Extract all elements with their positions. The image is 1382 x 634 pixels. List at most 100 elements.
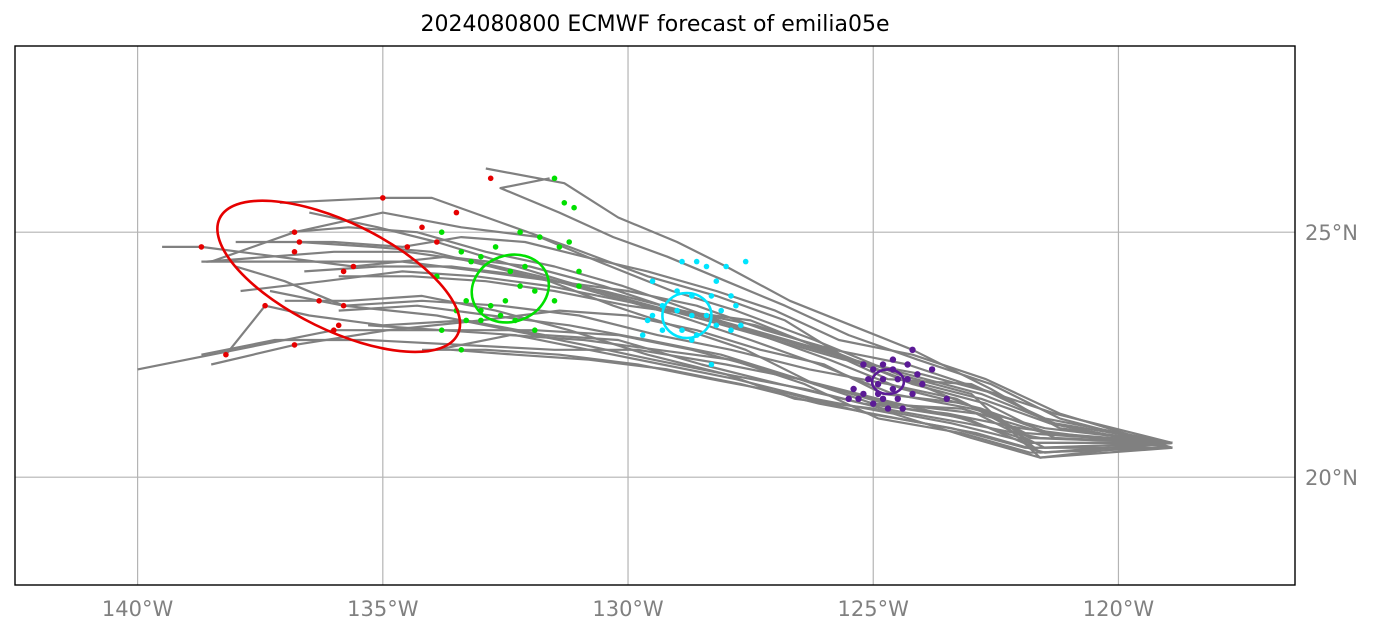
cyan-forecast-point <box>689 312 695 319</box>
cyan-forecast-point <box>703 263 710 270</box>
green-forecast-point <box>463 317 470 324</box>
purple-forecast-point <box>899 405 906 412</box>
cyan-forecast-point <box>649 278 656 285</box>
forecast-track <box>368 324 1173 459</box>
forecast-track <box>206 250 1173 444</box>
green-forecast-point <box>497 312 504 319</box>
green-forecast-point <box>561 200 568 206</box>
purple-forecast-point <box>870 400 877 407</box>
red-forecast-point <box>262 302 268 309</box>
chart-title: 2024080800 ECMWF forecast of emilia05e <box>420 12 890 37</box>
cyan-forecast-point <box>639 332 646 338</box>
x-tick-label: 120°W <box>1083 597 1155 621</box>
cyan-forecast-point <box>649 312 656 319</box>
green-forecast-point <box>556 244 563 250</box>
green-forecast-point <box>502 298 509 304</box>
purple-forecast-point <box>889 385 897 393</box>
forecast-track <box>210 211 1173 459</box>
x-tick-label: 140°W <box>102 597 174 621</box>
purple-forecast-point <box>914 371 921 378</box>
green-forecast-point <box>576 283 582 289</box>
purple-forecast-point <box>894 376 901 383</box>
forecast-track <box>338 304 1173 444</box>
green-forecast-point <box>576 268 582 275</box>
purple-forecast-point <box>909 390 916 398</box>
red-forecast-point <box>340 302 347 309</box>
cyan-forecast-point <box>713 278 720 285</box>
red-forecast-point <box>223 351 229 358</box>
cyan-forecast-point <box>713 322 720 329</box>
cyan-forecast-point <box>723 263 729 270</box>
cyan-forecast-point <box>738 322 744 329</box>
green-uncertainty-ellipse <box>470 253 551 324</box>
cyan-forecast-point <box>733 302 739 309</box>
purple-forecast-point <box>894 395 901 402</box>
purple-forecast-point <box>943 395 950 402</box>
forecast-track <box>279 196 1173 454</box>
red-forecast-point <box>335 322 342 329</box>
purple-forecast-point <box>845 395 852 402</box>
red-forecast-point <box>291 229 298 235</box>
green-forecast-point <box>532 327 538 334</box>
purple-forecast-point <box>928 366 936 373</box>
green-forecast-point <box>551 298 558 304</box>
forecast-points <box>198 175 950 412</box>
purple-forecast-point <box>855 395 862 402</box>
forecast-track <box>485 167 1173 449</box>
cyan-forecast-point <box>718 307 724 314</box>
green-forecast-point <box>551 175 558 182</box>
cyan-forecast-point <box>674 307 680 314</box>
forecast-track <box>289 226 1173 444</box>
green-forecast-point <box>566 239 572 245</box>
green-forecast-point <box>478 253 484 260</box>
red-forecast-point <box>404 244 411 250</box>
x-tick-label: 125°W <box>838 597 910 621</box>
forecast-track <box>499 177 1173 449</box>
green-forecast-point <box>537 234 543 240</box>
green-forecast-point <box>478 317 484 324</box>
green-forecast-point <box>458 347 465 353</box>
green-forecast-point <box>522 263 528 270</box>
green-forecast-point <box>507 268 514 275</box>
red-forecast-point <box>380 195 386 201</box>
cyan-forecast-point <box>644 317 651 324</box>
forecast-track <box>299 240 1173 449</box>
y-tick-label: 20°N <box>1305 466 1358 490</box>
cyan-forecast-point <box>679 258 685 265</box>
red-uncertainty-ellipse <box>216 199 462 354</box>
cyan-forecast-point <box>728 293 734 299</box>
x-tick-label: 135°W <box>347 597 419 621</box>
cyan-forecast-point <box>674 288 680 294</box>
purple-forecast-point <box>865 376 872 383</box>
red-forecast-point <box>487 175 494 182</box>
cyan-forecast-point <box>703 312 710 319</box>
red-forecast-point <box>291 342 298 348</box>
green-forecast-point <box>487 302 494 309</box>
purple-forecast-point <box>904 376 911 383</box>
purple-forecast-point <box>909 346 916 353</box>
purple-forecast-point <box>884 405 892 412</box>
purple-forecast-point <box>870 366 877 373</box>
purple-forecast-point <box>850 385 857 393</box>
cyan-forecast-point <box>659 327 666 334</box>
forecast-tracks <box>137 167 1173 459</box>
forecast-track <box>240 270 1173 444</box>
green-forecast-point <box>468 258 474 265</box>
uncertainty-ellipses <box>216 199 906 396</box>
cyan-uncertainty-ellipse <box>661 291 713 340</box>
purple-forecast-point <box>874 380 882 388</box>
red-forecast-point <box>434 239 440 245</box>
green-forecast-point <box>517 283 523 289</box>
forecast-track <box>235 236 1173 449</box>
red-forecast-point <box>291 249 298 255</box>
forecast-track <box>451 348 1173 454</box>
red-forecast-point <box>350 263 357 270</box>
green-forecast-point <box>532 288 538 294</box>
purple-forecast-point <box>889 356 897 363</box>
forecast-track <box>304 265 1173 449</box>
green-forecast-point <box>438 229 445 235</box>
purple-forecast-point <box>919 380 926 388</box>
purple-forecast-point <box>860 390 867 398</box>
forecast-track <box>201 338 1173 444</box>
